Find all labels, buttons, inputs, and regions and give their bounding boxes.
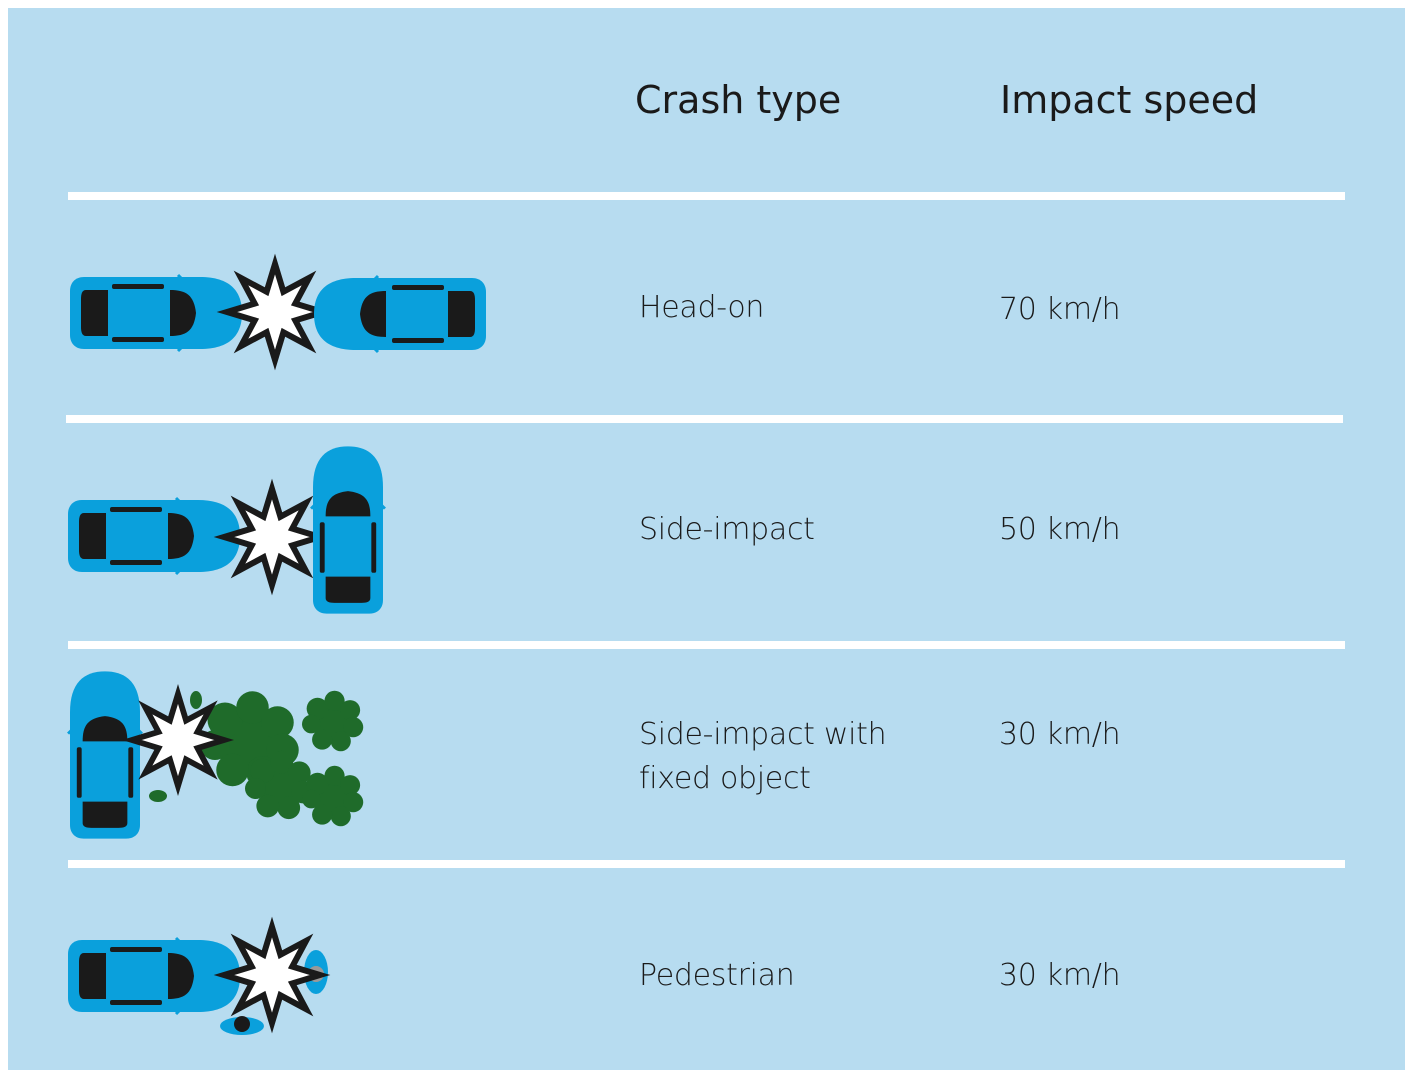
leaf	[149, 790, 167, 802]
impact-speed: 50 km/h	[999, 512, 1121, 547]
row-rule	[68, 860, 1345, 868]
car-icon	[66, 936, 242, 1016]
crash-type: Side-impact	[639, 512, 815, 547]
crash-type: Pedestrian	[639, 958, 795, 993]
row-rule	[68, 192, 1345, 200]
header-crash-type: Crash type	[635, 78, 842, 122]
crash-type: Side-impact with fixed object	[639, 717, 887, 796]
impact-speed: 30 km/h	[999, 958, 1121, 993]
pedestrian-head	[234, 1016, 250, 1032]
impact-speed: 70 km/h	[999, 292, 1121, 327]
impact-star	[224, 489, 320, 585]
row-rule	[68, 641, 1345, 649]
car-icon	[68, 273, 244, 353]
car-icon	[66, 669, 144, 841]
impact-star	[227, 264, 323, 360]
leaf	[190, 691, 202, 709]
tree-icon	[245, 750, 315, 820]
row-rule	[66, 415, 1343, 423]
car-icon	[66, 496, 242, 576]
car-icon	[309, 444, 387, 616]
car-icon	[312, 274, 488, 354]
tree-icon	[302, 765, 364, 827]
tree-icon	[302, 690, 364, 752]
crash-type: Head-on	[639, 290, 765, 325]
impact-star	[132, 694, 224, 786]
impact-speed: 30 km/h	[999, 717, 1121, 752]
impact-star	[224, 927, 320, 1023]
header-impact-speed: Impact speed	[1000, 78, 1259, 122]
